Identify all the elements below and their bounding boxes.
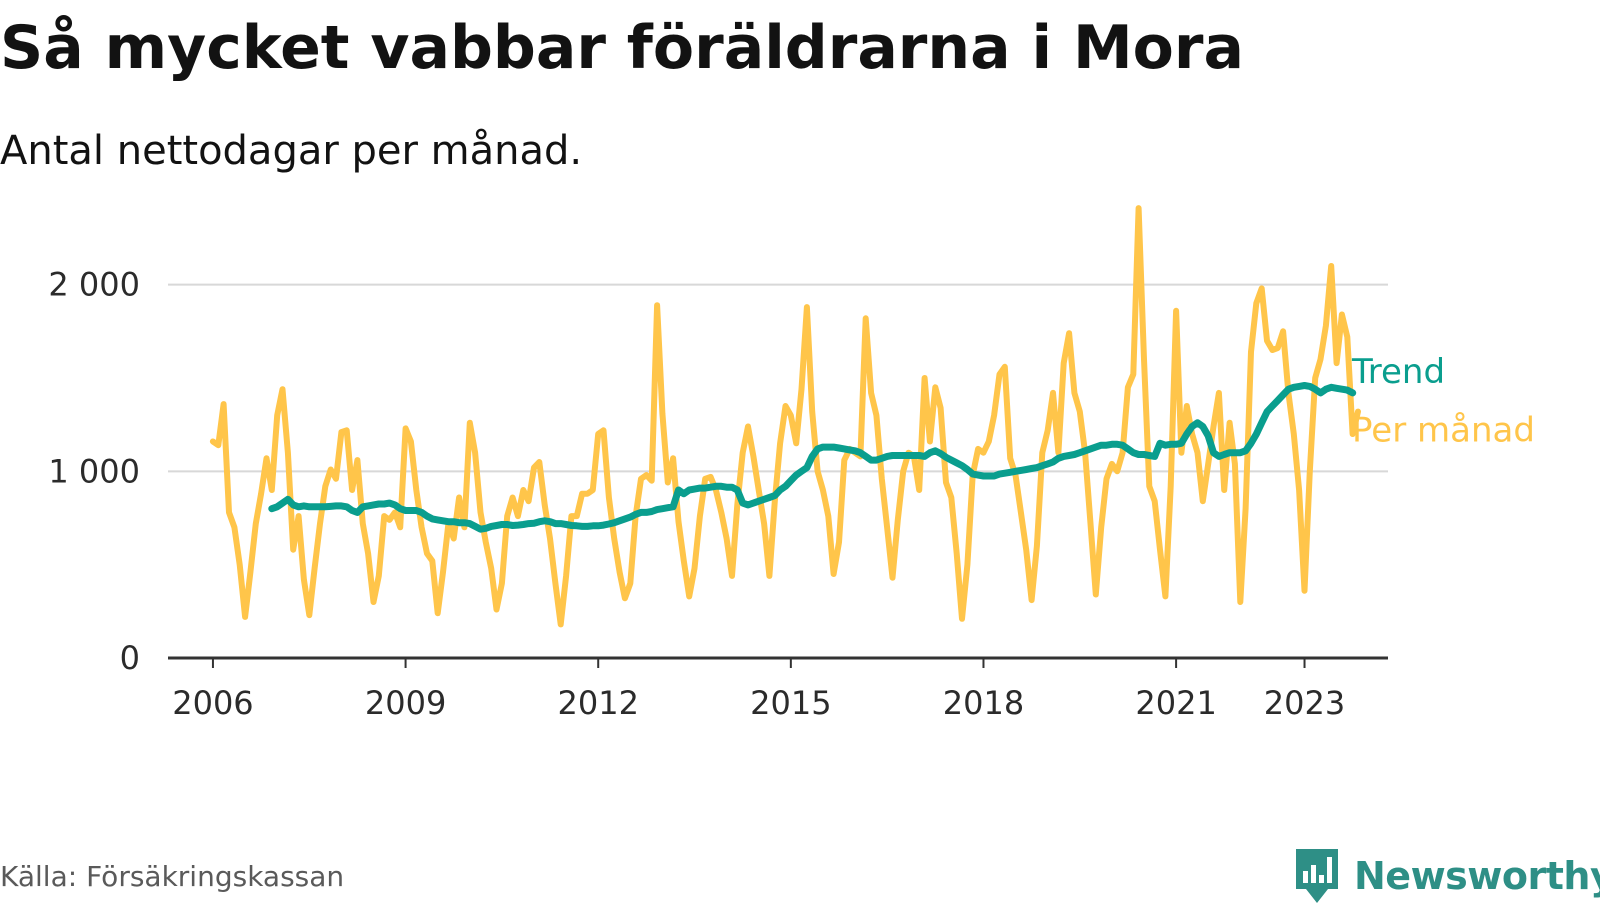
brand-name: Newsworthy: [1354, 854, 1600, 898]
x-tick-label: 2012: [557, 684, 638, 722]
x-axis-tick-labels: 2006 2009 2012 2015 2018 2021 2023: [172, 658, 1345, 722]
series-line-trend: [268, 382, 1357, 533]
series-lines: [209, 205, 1361, 628]
x-tick-label: 2023: [1264, 684, 1345, 722]
series-line-per-manad: [209, 205, 1361, 628]
y-tick-label: 1 000: [48, 452, 140, 490]
brand-logo: Newsworthy: [1292, 846, 1600, 906]
series-labels: Trend Per månad: [1351, 352, 1535, 451]
series-label: Per månad: [1352, 411, 1535, 451]
x-tick-label: 2009: [365, 684, 446, 722]
y-tick-label: 0: [120, 639, 140, 677]
chart-subtitle: Antal nettodagar per månad.: [0, 128, 583, 174]
x-tick-label: 2018: [943, 684, 1024, 722]
x-tick-label: 2021: [1135, 684, 1216, 722]
y-tick-label: 2 000: [48, 266, 140, 304]
series-label: Trend: [1351, 352, 1445, 392]
x-tick-label: 2006: [172, 684, 253, 722]
source-note: Källa: Försäkringskassan: [0, 860, 345, 893]
x-tick-label: 2015: [750, 684, 831, 722]
chart-title: Så mycket vabbar föräldrarna i Mora: [0, 13, 1244, 83]
bar-chart-badge-icon: [1296, 849, 1338, 903]
y-axis-tick-labels: 0 1 000 2 000: [48, 266, 140, 677]
